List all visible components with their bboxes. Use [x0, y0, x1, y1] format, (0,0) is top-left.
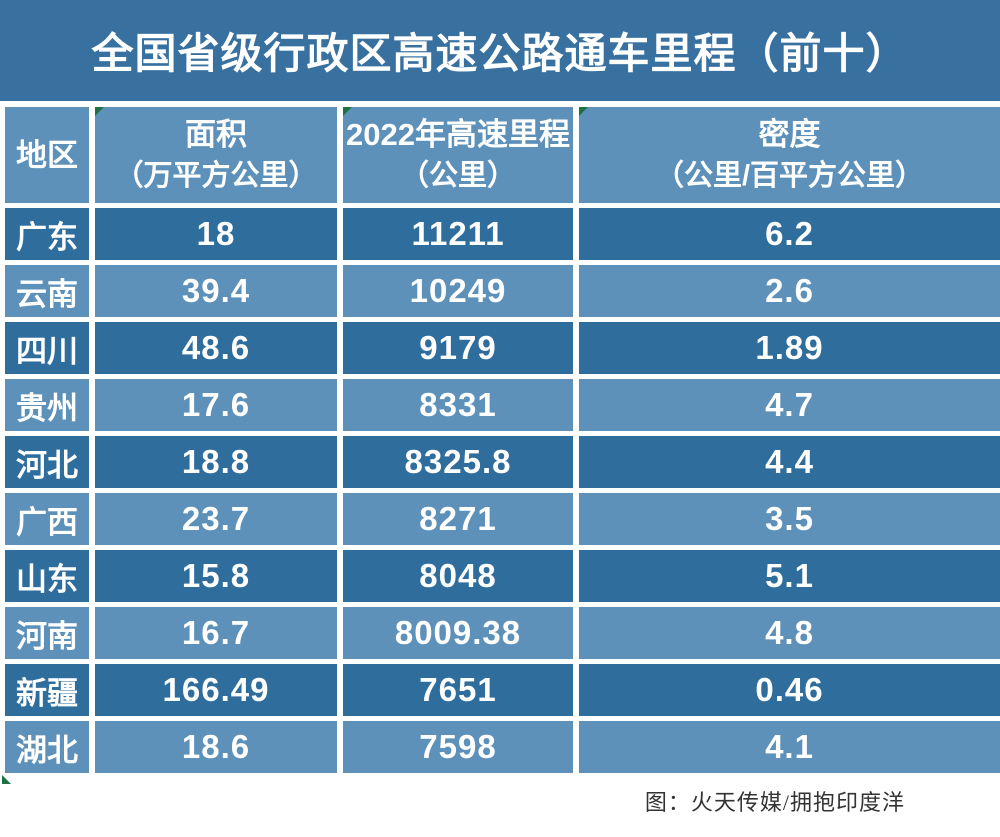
mileage-cell: 8271 [343, 493, 573, 545]
density-cell: 4.7 [579, 379, 1000, 431]
density-cell: 0.46 [579, 664, 1000, 716]
region-cell: 广西 [5, 493, 89, 545]
area-cell: 17.6 [95, 379, 337, 431]
area-cell: 166.49 [95, 664, 337, 716]
excel-error-marker-icon [579, 107, 588, 116]
header-label: 2022年高速里程 [346, 117, 570, 152]
density-cell: 5.1 [579, 550, 1000, 602]
header-cell-region: 地区 [5, 107, 89, 203]
header-cell-mileage: 2022年高速里程 （公里） [343, 107, 573, 203]
area-cell: 18 [95, 208, 337, 260]
table-row: 新疆 166.49 7651 0.46 [5, 664, 1000, 716]
mileage-cell: 8048 [343, 550, 573, 602]
mileage-cell: 7651 [343, 664, 573, 716]
region-cell: 贵州 [5, 379, 89, 431]
table-row: 云南 39.4 10249 2.6 [5, 265, 1000, 317]
area-cell: 16.7 [95, 607, 337, 659]
mileage-cell: 7598 [343, 721, 573, 773]
area-cell: 18.6 [95, 721, 337, 773]
table-row: 湖北 18.6 7598 4.1 [5, 721, 1000, 773]
density-cell: 4.4 [579, 436, 1000, 488]
excel-corner-marker-icon [2, 775, 11, 784]
region-cell: 湖北 [5, 721, 89, 773]
header-unit-label: （万平方公里） [114, 160, 318, 192]
header-cell-density: 密度 （公里/百平方公里） [579, 107, 1000, 203]
density-cell: 2.6 [579, 265, 1000, 317]
density-cell: 4.1 [579, 721, 1000, 773]
table-row: 河南 16.7 8009.38 4.8 [5, 607, 1000, 659]
region-cell: 四川 [5, 322, 89, 374]
mileage-table: 地区 面积 （万平方公里） 2022年高速里程 （公里） 密度 （公里/百平方公… [5, 107, 1000, 773]
mileage-cell: 11211 [343, 208, 573, 260]
area-cell: 48.6 [95, 322, 337, 374]
mileage-cell: 10249 [343, 265, 573, 317]
header-unit-label: （公里） [399, 160, 516, 192]
page-title: 全国省级行政区高速公路通车里程（前十） [91, 30, 909, 77]
table-row: 广西 23.7 8271 3.5 [5, 493, 1000, 545]
region-cell: 新疆 [5, 664, 89, 716]
header-label: 地区 [16, 137, 78, 173]
table-row: 广东 18 11211 6.2 [5, 208, 1000, 260]
area-cell: 15.8 [95, 550, 337, 602]
area-cell: 39.4 [95, 265, 337, 317]
region-cell: 广东 [5, 208, 89, 260]
mileage-cell: 8331 [343, 379, 573, 431]
mileage-cell: 8325.8 [343, 436, 573, 488]
area-cell: 18.8 [95, 436, 337, 488]
excel-error-marker-icon [343, 107, 352, 116]
table-body: 广东 18 11211 6.2 云南 39.4 10249 2.6 四川 48.… [5, 208, 1000, 773]
credit-line: 图：火天传媒/拥抱印度洋 [644, 790, 905, 815]
region-cell: 河南 [5, 607, 89, 659]
header-unit-label: （公里/百平方公里） [654, 160, 925, 192]
table-row: 河北 18.8 8325.8 4.4 [5, 436, 1000, 488]
table-row: 四川 48.6 9179 1.89 [5, 322, 1000, 374]
header-label: 面积 [185, 117, 247, 152]
density-cell: 1.89 [579, 322, 1000, 374]
region-cell: 河北 [5, 436, 89, 488]
header-cell-area: 面积 （万平方公里） [95, 107, 337, 203]
region-cell: 云南 [5, 265, 89, 317]
table-row: 山东 15.8 8048 5.1 [5, 550, 1000, 602]
header-label: 密度 [758, 117, 821, 152]
mileage-cell: 9179 [343, 322, 573, 374]
density-cell: 3.5 [579, 493, 1000, 545]
density-cell: 4.8 [579, 607, 1000, 659]
density-cell: 6.2 [579, 208, 1000, 260]
region-cell: 山东 [5, 550, 89, 602]
excel-error-marker-icon [95, 107, 104, 116]
table-row: 贵州 17.6 8331 4.7 [5, 379, 1000, 431]
table-header-row: 地区 面积 （万平方公里） 2022年高速里程 （公里） 密度 （公里/百平方公… [5, 107, 1000, 203]
title-bar: 全国省级行政区高速公路通车里程（前十） [0, 0, 1000, 101]
mileage-cell: 8009.38 [343, 607, 573, 659]
area-cell: 23.7 [95, 493, 337, 545]
